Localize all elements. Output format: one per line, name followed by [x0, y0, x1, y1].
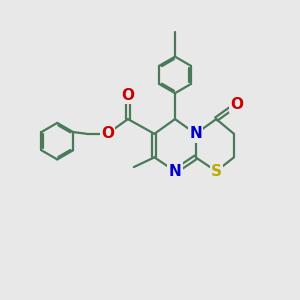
- Text: O: O: [230, 97, 243, 112]
- Text: N: N: [169, 164, 182, 179]
- Text: N: N: [189, 126, 202, 141]
- Text: O: O: [122, 88, 134, 103]
- Text: S: S: [211, 164, 222, 179]
- Text: O: O: [101, 126, 114, 141]
